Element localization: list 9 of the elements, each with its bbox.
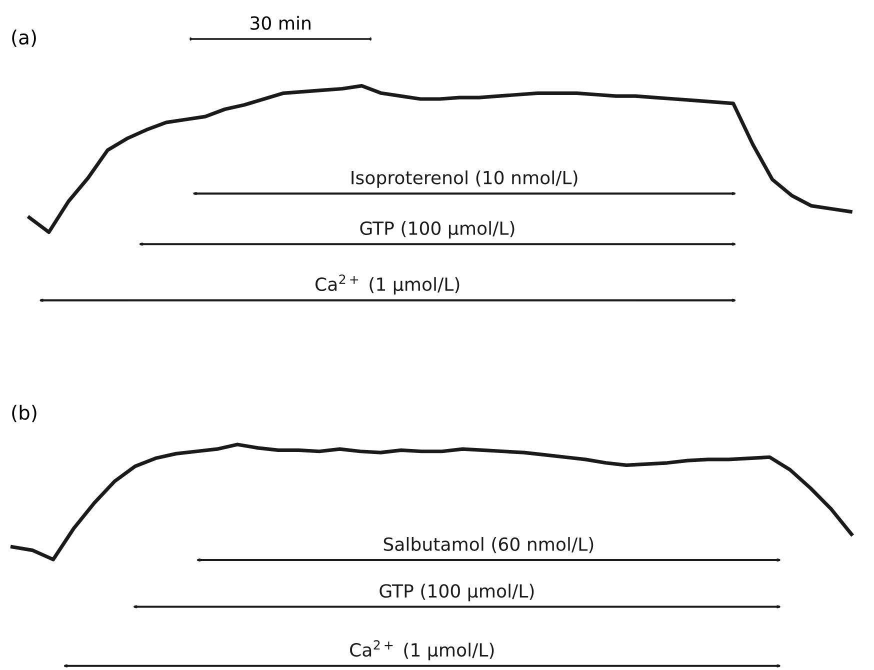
text: Ca$^{2+}$ (1 μmol/L) [350,640,494,660]
annotation: Isoproterenol (10 nmol/L) [352,170,578,188]
text: GTP (100 μmol/L) [380,584,534,602]
annotation: GTP (100 μmol/L) [360,221,514,239]
text: 30 min [250,16,310,30]
chart-title: (b) [12,404,36,422]
annotation: Salbutamol (60 nmol/L) [384,537,594,554]
chart-title: (a) [12,30,36,47]
text: Ca$^{2+}$ (1 μmol/L) [316,274,460,295]
